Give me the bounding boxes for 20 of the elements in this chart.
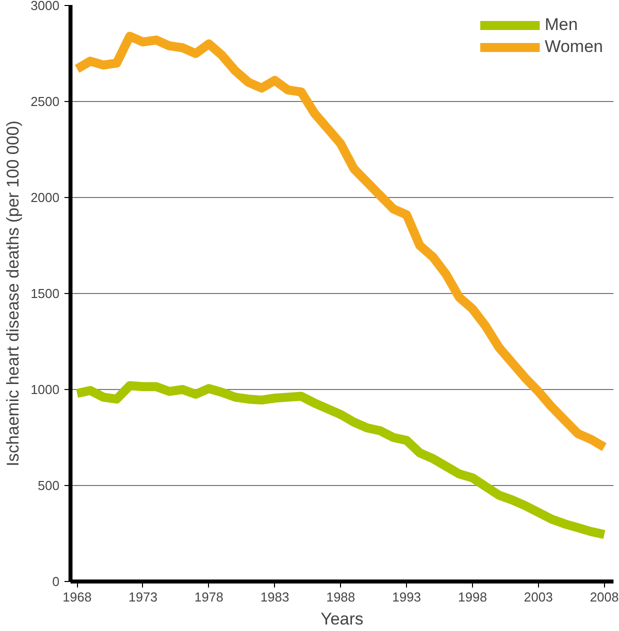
y-tick-label: 500 [38, 478, 60, 493]
legend-label: Women [544, 37, 603, 57]
y-tick-label: 1000 [30, 382, 60, 397]
x-tick-label: 1983 [260, 590, 290, 604]
x-tick-label: 1973 [128, 590, 158, 604]
x-tick-label: 2003 [524, 590, 553, 604]
x-tick-label: 1968 [62, 590, 92, 604]
y-tick-label: 3000 [30, 0, 60, 13]
x-tick-label: 1993 [392, 590, 422, 604]
x-axis-title: Years [320, 610, 364, 628]
x-tick-label: 1998 [458, 590, 487, 604]
y-tick-label: 1500 [30, 286, 60, 301]
x-tick-label: 1988 [326, 590, 356, 604]
x-tick-label: 2008 [590, 590, 619, 604]
legend-label: Men [544, 15, 578, 35]
y-tick-label: 0 [52, 574, 60, 589]
y-tick-label: 2500 [30, 94, 60, 109]
y-tick-label: 2000 [30, 190, 60, 205]
y-axis-title: Ischaemic heart disease deaths (per 100 000) [4, 120, 23, 466]
x-tick-label: 1978 [194, 590, 224, 604]
